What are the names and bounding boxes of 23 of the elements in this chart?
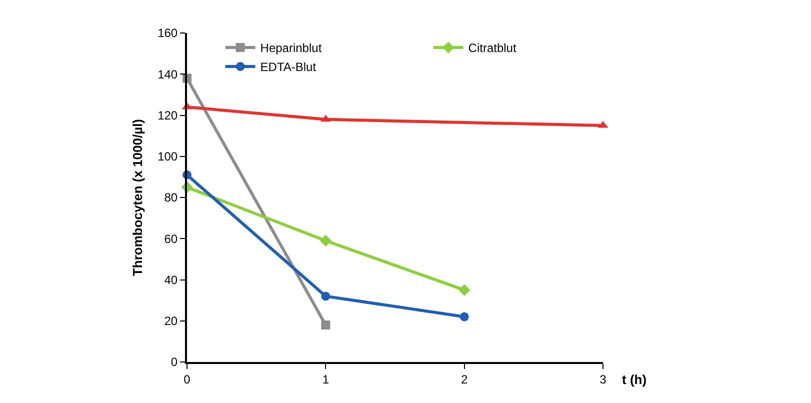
x-tick-label: 2	[460, 372, 468, 386]
x-tick-label: 3	[600, 372, 607, 386]
y-axis-title: Thrombocyten (x 1000/µl)	[130, 118, 146, 276]
y-tick-label: 120	[158, 108, 178, 122]
y-tick-label: 80	[164, 190, 178, 205]
y-tick-label: 140	[158, 67, 178, 82]
point	[321, 320, 330, 330]
point	[458, 284, 470, 296]
legend-label: EDTA-Blut	[260, 60, 317, 74]
y-tick-label: 100	[158, 150, 178, 164]
legend-label: Citratblut	[468, 41, 517, 56]
x-axis-title: t (h)	[622, 372, 647, 387]
point	[320, 234, 332, 247]
point	[460, 312, 469, 322]
x-tick-label: 1	[322, 372, 330, 386]
legend-label: Heparinblut	[260, 41, 322, 56]
y-tick-label: 20	[164, 314, 178, 328]
y-tick-label: 40	[164, 272, 178, 287]
x-tick-label: 0	[184, 372, 191, 386]
y-tick-label: 60	[164, 232, 178, 246]
y-tick-label: 0	[170, 355, 178, 370]
y-tick-label: 160	[158, 26, 178, 40]
point	[321, 292, 330, 301]
